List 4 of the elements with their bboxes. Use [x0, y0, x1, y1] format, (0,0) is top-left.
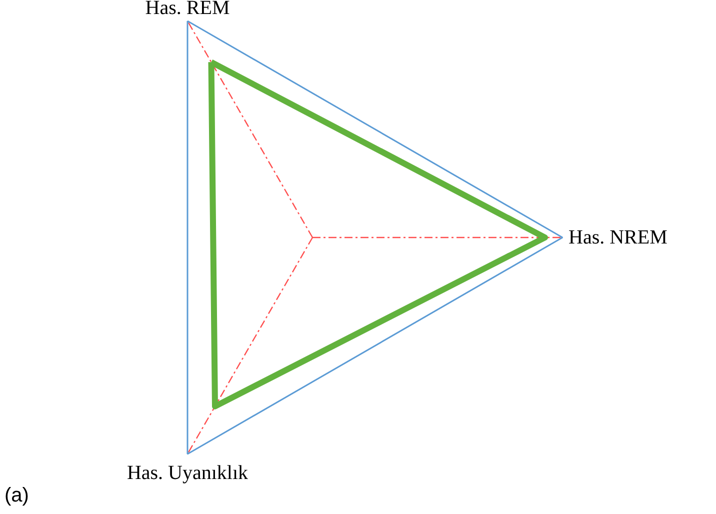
spoke-label: Has. REM	[145, 0, 230, 19]
text: (a)	[4, 484, 29, 506]
spoke-label: Has. NREM	[568, 226, 668, 248]
spoke-label: Has. Uyanıklık	[126, 462, 248, 484]
